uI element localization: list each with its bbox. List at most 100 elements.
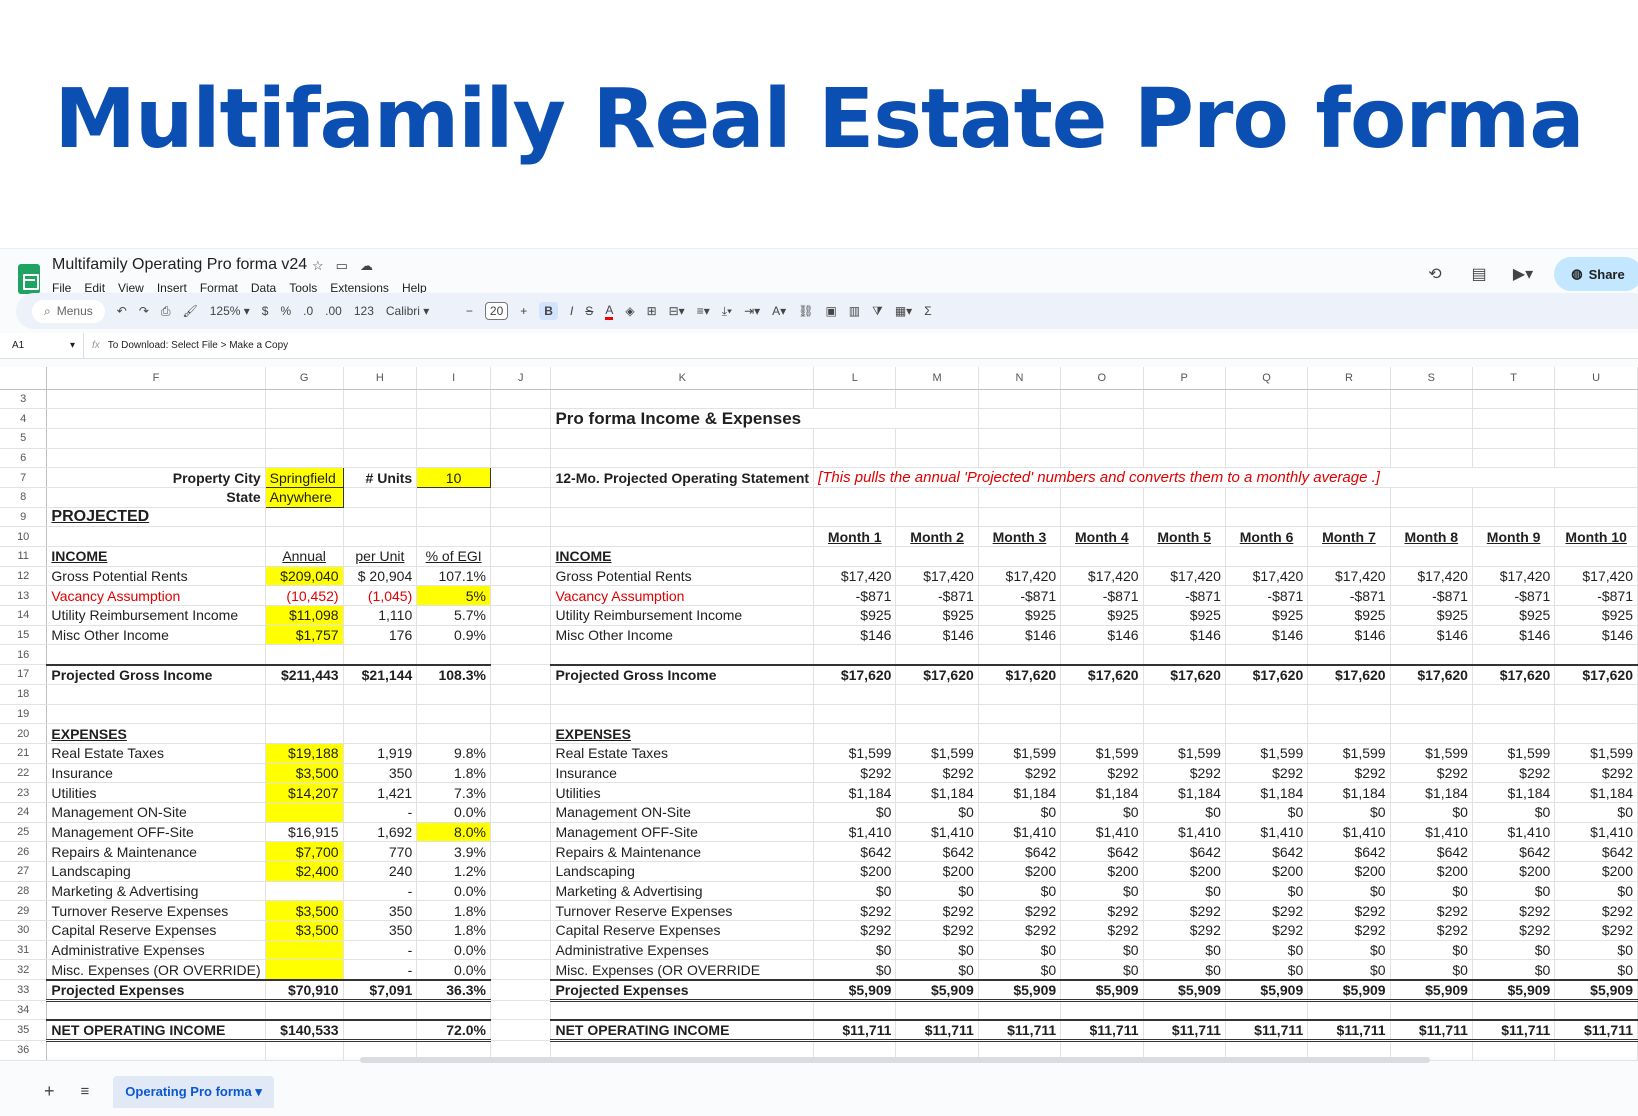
cell[interactable] <box>1060 684 1144 705</box>
row-header[interactable]: 36 <box>0 1040 48 1061</box>
menu-edit[interactable]: Edit <box>84 281 106 295</box>
month-value-cell[interactable]: $925 <box>978 605 1062 626</box>
month-value-cell[interactable]: $292 <box>813 900 897 922</box>
share-button[interactable]: ◍ Share <box>1554 257 1638 291</box>
expense-pct[interactable]: 7.3% <box>416 782 491 803</box>
month-total-cell[interactable]: $11,711 <box>1472 1018 1556 1042</box>
month-value-cell[interactable]: $292 <box>1143 920 1226 941</box>
menu-file[interactable]: File <box>52 281 72 295</box>
cell[interactable] <box>1225 428 1309 449</box>
month-value-cell[interactable]: $0 <box>1060 959 1144 981</box>
month-value-cell[interactable]: $17,420 <box>1143 566 1226 587</box>
month-value-cell[interactable]: $0 <box>1143 881 1226 902</box>
cell[interactable] <box>1472 546 1556 567</box>
month-value-cell[interactable]: $1,410 <box>1225 822 1309 843</box>
row-header[interactable]: 12 <box>0 566 48 587</box>
property-city-label[interactable]: Property City <box>46 467 266 488</box>
per-unit-value[interactable]: 176 <box>343 625 418 646</box>
expense-annual[interactable] <box>265 802 344 823</box>
expense-per-unit[interactable]: - <box>343 802 418 823</box>
expense-pct[interactable]: 0.0% <box>416 959 491 981</box>
cell[interactable] <box>1060 1000 1144 1021</box>
month-value-cell[interactable]: $0 <box>1472 881 1556 902</box>
total-pct[interactable]: 108.3% <box>416 663 491 685</box>
expense-label-right[interactable]: Repairs & Maintenance <box>550 841 815 862</box>
cell[interactable] <box>490 861 552 882</box>
cell[interactable] <box>978 428 1062 449</box>
name-box[interactable]: A1 ▾ <box>0 333 84 358</box>
month-value-cell[interactable]: $0 <box>1143 802 1226 823</box>
cell[interactable] <box>1143 408 1226 429</box>
cell[interactable] <box>1225 684 1309 705</box>
month-value-cell[interactable]: $200 <box>1554 861 1638 882</box>
month-value-cell[interactable]: $0 <box>1472 959 1556 981</box>
month-value-cell[interactable]: $642 <box>1554 841 1638 862</box>
month-value-cell[interactable]: $0 <box>1472 802 1556 823</box>
spreadsheet-grid[interactable]: F G H I J K L M N O P Q R S T U 3 4 Pro forma Income & Exp… <box>0 367 1638 1061</box>
expense-label-right[interactable]: Management ON-Site <box>550 802 815 823</box>
all-sheets-icon[interactable]: ≡ <box>80 1083 90 1100</box>
cell[interactable] <box>1472 723 1556 744</box>
expense-pct[interactable]: 0.0% <box>416 881 491 902</box>
cell[interactable] <box>416 389 491 410</box>
cell[interactable] <box>490 605 552 626</box>
cell[interactable] <box>813 684 897 705</box>
cell[interactable] <box>1060 428 1144 449</box>
column-header-S[interactable]: S <box>1390 367 1473 390</box>
month-value-cell[interactable]: -$871 <box>1472 585 1556 607</box>
move-folder-icon[interactable]: ▭ <box>335 258 348 273</box>
month-value-cell[interactable]: $292 <box>1472 763 1556 784</box>
cell[interactable] <box>978 448 1062 469</box>
expense-label[interactable]: Management OFF-Site <box>46 822 266 843</box>
month-value-cell[interactable]: $292 <box>978 763 1062 784</box>
text-rotation-icon[interactable]: A▾ <box>772 304 787 318</box>
strikethrough-button[interactable]: S <box>585 304 594 318</box>
cell[interactable] <box>550 1000 815 1021</box>
cell[interactable] <box>490 487 552 508</box>
column-header-T[interactable]: T <box>1472 367 1556 390</box>
expense-label-right[interactable]: Misc. Expenses (OR OVERRIDE <box>550 959 815 981</box>
per-unit-value[interactable]: 1,110 <box>343 605 418 626</box>
month-value-cell[interactable]: $200 <box>895 861 979 882</box>
month-value-cell[interactable]: $0 <box>1225 940 1309 961</box>
expense-annual[interactable]: $2,400 <box>265 861 344 882</box>
cell[interactable] <box>490 467 552 488</box>
month-value-cell[interactable]: $0 <box>1143 959 1226 981</box>
undo-icon[interactable]: ↶ <box>116 304 127 318</box>
cell[interactable] <box>343 389 418 410</box>
month-value-cell[interactable]: $292 <box>1390 763 1473 784</box>
month-value-cell[interactable]: $292 <box>1060 900 1144 922</box>
total-annual[interactable]: $211,443 <box>265 663 344 685</box>
cell[interactable] <box>265 448 344 469</box>
document-title[interactable]: Multifamily Operating Pro forma v24 <box>52 256 308 273</box>
per-unit-value[interactable]: $ 20,904 <box>343 566 418 587</box>
month-total-cell[interactable]: $5,909 <box>813 978 897 1002</box>
month-value-cell[interactable]: $0 <box>1060 802 1144 823</box>
cell[interactable] <box>978 546 1062 567</box>
month-value-cell[interactable]: $642 <box>813 841 897 862</box>
column-header-R[interactable]: R <box>1307 367 1391 390</box>
month-value-cell[interactable]: $292 <box>1225 763 1309 784</box>
month-value-cell[interactable]: $925 <box>1225 605 1309 626</box>
expense-per-unit[interactable]: 350 <box>343 900 418 922</box>
cell[interactable] <box>1390 684 1473 705</box>
cell[interactable] <box>550 448 815 469</box>
cell[interactable] <box>1225 1000 1309 1021</box>
month-total-cell[interactable]: $5,909 <box>1554 978 1638 1002</box>
expense-annual[interactable] <box>265 940 344 961</box>
month-value-cell[interactable]: $642 <box>895 841 979 862</box>
cell[interactable] <box>1143 684 1226 705</box>
month-value-cell[interactable]: $1,184 <box>1307 782 1391 803</box>
month-value-cell[interactable]: $1,410 <box>1554 822 1638 843</box>
month-value-cell[interactable]: $292 <box>1554 900 1638 922</box>
cell[interactable] <box>1554 684 1638 705</box>
expense-per-unit[interactable]: 350 <box>343 763 418 784</box>
month-header[interactable]: Month 2 <box>895 526 979 547</box>
annual-value[interactable]: $209,040 <box>265 566 344 587</box>
month-value-cell[interactable]: $0 <box>813 881 897 902</box>
menu-search[interactable]: ⌕ Menus <box>32 299 105 323</box>
cell[interactable] <box>813 546 897 567</box>
cell[interactable] <box>1307 408 1391 429</box>
zoom-select[interactable]: 125% ▾ <box>209 304 250 318</box>
cell[interactable] <box>978 723 1062 744</box>
